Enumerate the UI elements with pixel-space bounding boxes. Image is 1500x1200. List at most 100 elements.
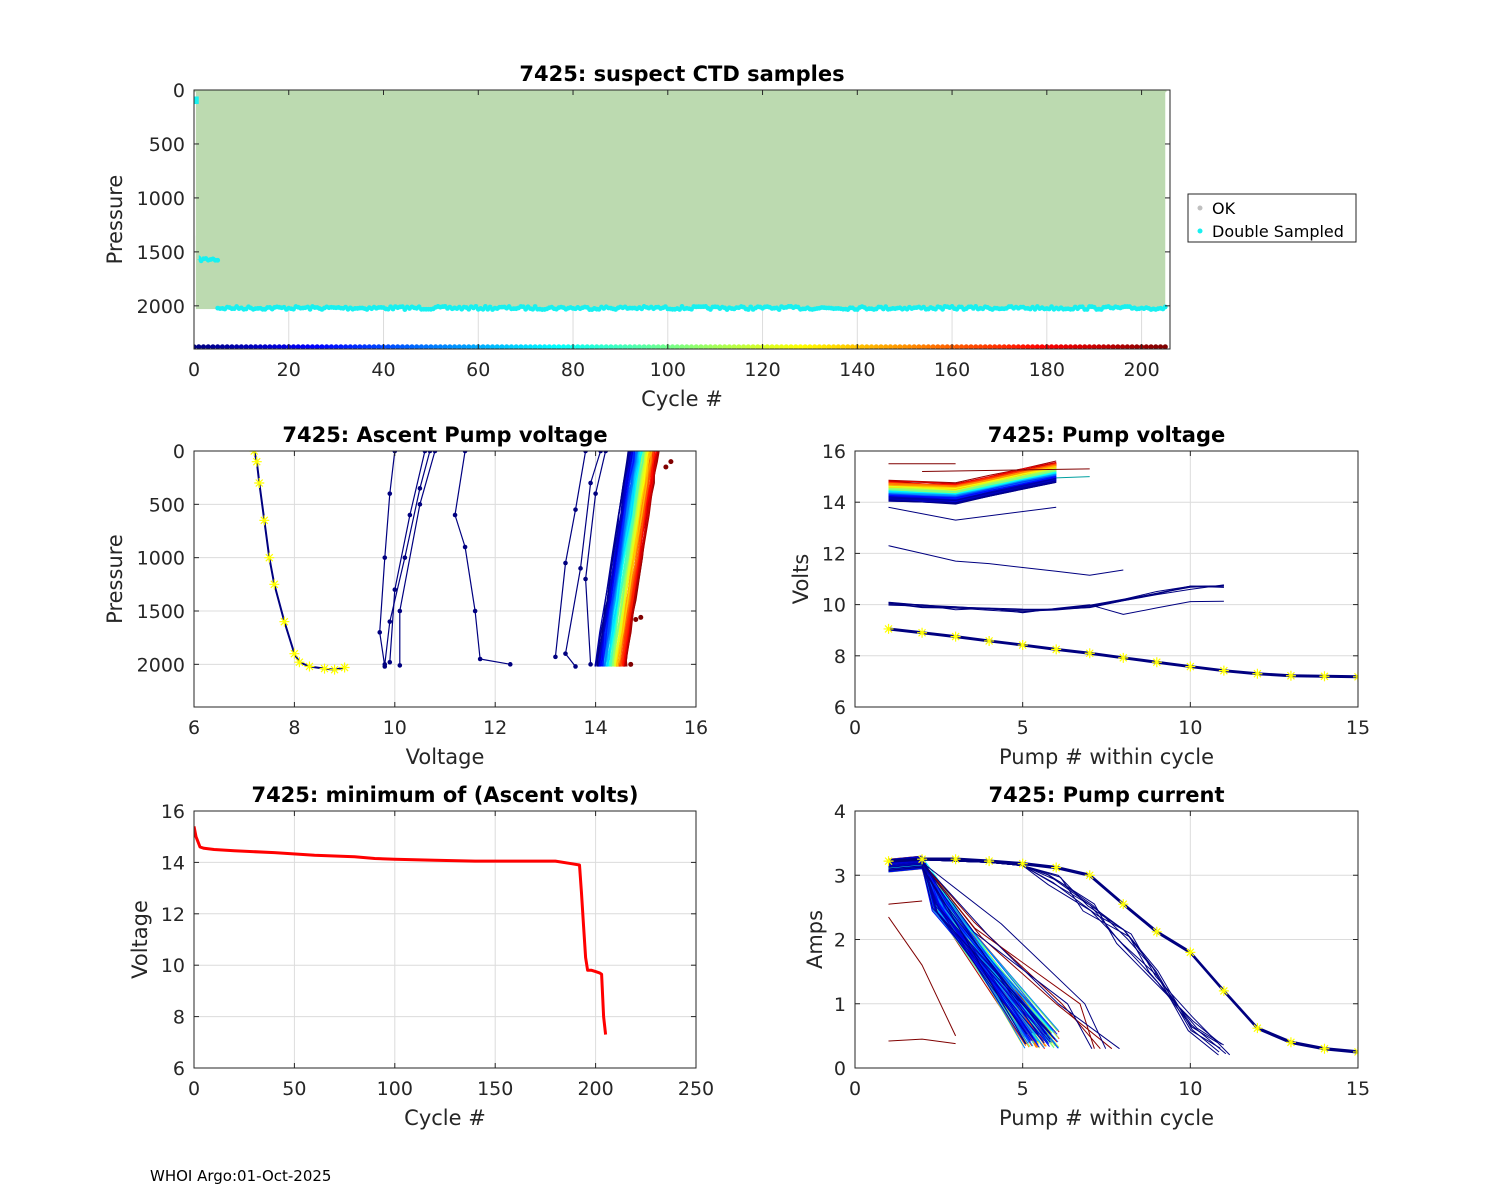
ok-sample-point: [709, 90, 712, 93]
ascent-profile-point: [563, 651, 568, 656]
ok-sample-point: [751, 90, 755, 93]
cycle-color-point: [466, 344, 472, 349]
ok-sample-point: [458, 90, 461, 93]
cycle-color-point: [930, 344, 936, 349]
cycle-color-point: [698, 344, 704, 349]
ok-sample-point: [581, 90, 584, 93]
ok-sample-point: [304, 90, 307, 93]
ok-sample-point: [905, 90, 909, 93]
y-tick-label: 6: [173, 1058, 185, 1080]
ok-sample-point: [420, 90, 423, 93]
ok-sample-point: [576, 90, 580, 93]
ok-sample-point: [784, 90, 788, 93]
ok-sample-point: [474, 90, 478, 93]
ok-sample-point: [694, 90, 698, 93]
ok-sample-point: [583, 90, 587, 93]
cycle-color-point: [314, 344, 320, 349]
chart-title: 7425: suspect CTD samples: [519, 62, 844, 86]
ok-sample-point: [877, 90, 880, 93]
ok-sample-point: [1024, 90, 1027, 93]
cycle-color-point: [1067, 344, 1074, 349]
x-tick-label: 200: [577, 1078, 613, 1100]
ok-sample-point: [337, 90, 340, 93]
ok-sample-point: [228, 90, 231, 93]
cycle-color-point: [745, 344, 751, 349]
ok-sample-point: [1005, 90, 1008, 93]
double-sampled-point: [194, 96, 199, 105]
cycle-color-point: [1110, 344, 1116, 349]
ok-sample-point: [559, 90, 563, 93]
ok-sample-point: [922, 90, 925, 93]
cycle-color-point: [338, 344, 344, 349]
ok-sample-point: [1107, 90, 1110, 93]
pump-voltage-line: [888, 585, 1224, 611]
highlight-marker: [329, 664, 340, 675]
cycle-color-point: [598, 344, 605, 349]
x-tick-label: 250: [678, 1078, 714, 1100]
cycle-color-point: [442, 344, 448, 349]
x-tick-label: 6: [188, 717, 200, 739]
cycle-color-point: [205, 344, 211, 349]
cycle-color-point: [845, 344, 851, 349]
ok-sample-point: [240, 90, 243, 93]
ascent-profile-point: [397, 663, 403, 668]
ok-sample-point: [1121, 90, 1124, 93]
cycle-color-point: [669, 344, 676, 349]
cycle-color-point: [1072, 344, 1078, 349]
ok-sample-point: [1109, 90, 1113, 93]
ok-sample-point: [860, 90, 864, 93]
ok-sample-point: [981, 90, 985, 93]
ok-sample-point: [946, 90, 949, 93]
x-axis-label: Voltage: [406, 745, 485, 769]
y-axis-label: Voltage: [128, 900, 152, 979]
cycle-color-point: [527, 344, 533, 349]
ok-sample-point: [896, 90, 899, 93]
cycle-color-point: [902, 344, 908, 349]
ok-sample-point: [640, 90, 644, 93]
pump-voltage-line: [888, 468, 1057, 492]
ok-sample-point: [526, 90, 530, 93]
cycle-color-point: [750, 344, 756, 349]
ok-sample-point: [341, 90, 345, 93]
ok-sample-point: [517, 90, 520, 93]
ascent-profile-point: [588, 662, 593, 667]
cycle-color-point: [523, 344, 529, 349]
cycle-color-point: [774, 344, 780, 349]
ascent-profile-point: [598, 451, 603, 454]
pump-current-line: [888, 900, 923, 905]
ok-sample-point: [216, 90, 219, 93]
cycle-color-point: [485, 344, 491, 349]
highlight-marker: [1084, 648, 1095, 659]
cycle-color-point: [594, 344, 600, 349]
chart-title: 7425: Pump voltage: [988, 423, 1226, 447]
ok-sample-point: [1149, 90, 1153, 93]
ok-sample-point: [427, 90, 430, 93]
cycle-color-point: [347, 344, 353, 349]
ok-sample-point: [495, 90, 499, 93]
ok-sample-point: [230, 90, 234, 93]
x-tick-label: 0: [849, 717, 861, 739]
ok-sample-point: [548, 90, 551, 93]
cycle-color-point: [262, 344, 268, 349]
pump-voltage-line: [888, 481, 1057, 505]
cycle-color-point: [755, 344, 761, 349]
ok-sample-point: [1066, 90, 1070, 93]
highlight-marker: [1017, 858, 1028, 869]
ok-sample-point: [1135, 90, 1139, 93]
ok-sample-point: [325, 90, 328, 93]
cycle-color-point: [565, 344, 571, 349]
ok-sample-point: [1102, 90, 1105, 93]
ok-sample-point: [351, 90, 355, 93]
ok-sample-point: [934, 90, 937, 93]
ok-sample-point: [995, 90, 999, 93]
cycle-color-point: [357, 344, 363, 349]
highlight-marker: [883, 856, 894, 867]
cycle-color-point: [868, 344, 875, 349]
ok-sample-point: [993, 90, 996, 93]
ok-sample-point: [353, 90, 357, 93]
ok-sample-point: [578, 90, 582, 93]
ok-sample-point: [962, 90, 966, 93]
ok-sample-point: [1017, 90, 1020, 93]
ok-sample-point: [768, 90, 771, 93]
ok-sample-point: [901, 90, 904, 93]
